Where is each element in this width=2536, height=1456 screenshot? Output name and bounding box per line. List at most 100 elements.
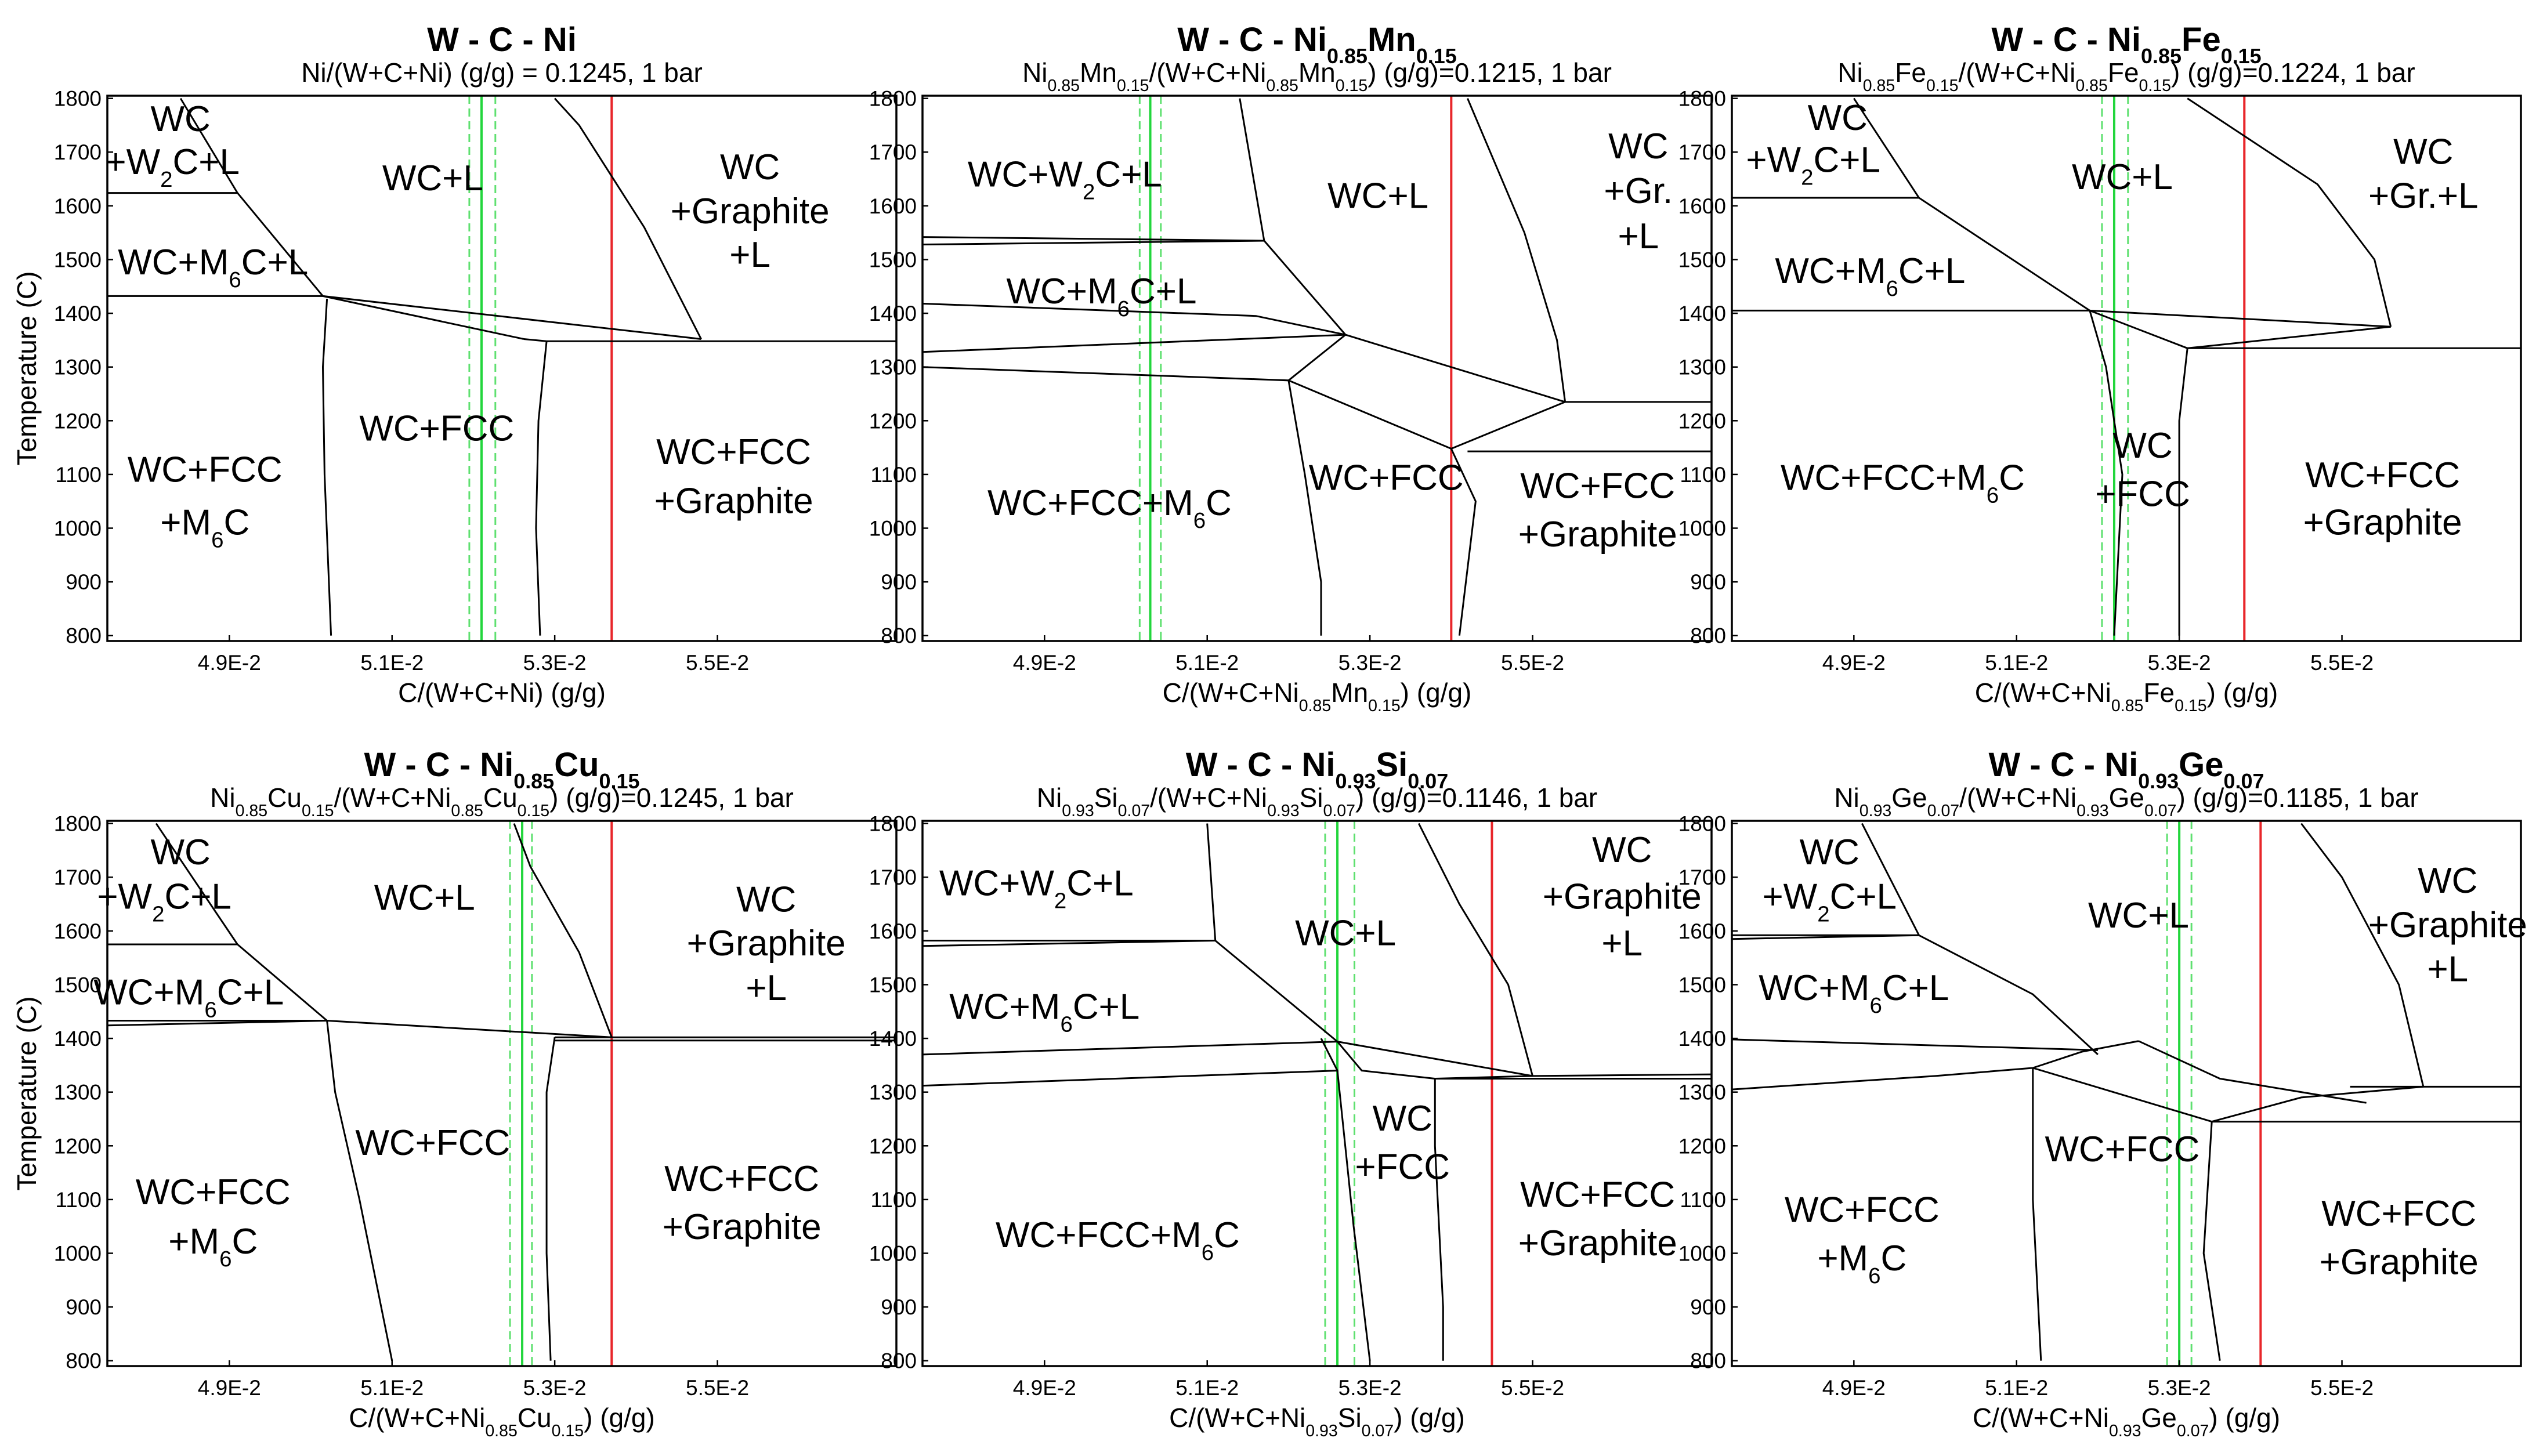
panel-title-part: 0.15 bbox=[599, 769, 640, 793]
y-tick-label: 1600 bbox=[869, 919, 917, 943]
phase-region-label-part: C+L bbox=[1073, 987, 1139, 1027]
phase-region-label: WC+W2C+L bbox=[939, 864, 1134, 914]
y-tick-label: 800 bbox=[1690, 1349, 1726, 1373]
phase-region-label: WC bbox=[1592, 830, 1652, 870]
phase-region-label-part: WC bbox=[2112, 426, 2172, 466]
panel-subtitle-part: /(W+C+Ni bbox=[1149, 57, 1266, 88]
x-axis-label: C/(W+C+Ni) (g/g) bbox=[398, 678, 606, 708]
phase-boundary bbox=[922, 1041, 1338, 1056]
phase-region-label-part: 6 bbox=[1868, 1263, 1880, 1288]
phase-region-label-part: +Graphite bbox=[1518, 515, 1677, 555]
phase-region-label: +L bbox=[2427, 950, 2468, 990]
y-tick-label: 1600 bbox=[869, 194, 917, 218]
panel-title-part: 0.93 bbox=[2138, 769, 2179, 793]
x-axis-label-part: Ge bbox=[2141, 1403, 2177, 1433]
phase-region-label: WC bbox=[151, 832, 211, 872]
phase-region-label: WC+FCC bbox=[136, 1172, 291, 1212]
phase-region-label: +L bbox=[729, 235, 770, 275]
x-axis-label: C/(W+C+Ni0.93Si0.07) (g/g) bbox=[1169, 1403, 1465, 1440]
panel-subtitle-part: 0.93 bbox=[1062, 802, 1094, 820]
panel-subtitle-part: Mn bbox=[1080, 57, 1117, 88]
panel-title-part: 0.85 bbox=[2141, 44, 2182, 68]
y-tick-label: 1300 bbox=[1678, 356, 1726, 379]
phase-region-label-part: C+L bbox=[1066, 864, 1133, 904]
phase-region-label-part: 6 bbox=[1060, 1012, 1072, 1037]
x-axis-label: C/(W+C+Ni0.85Fe0.15) (g/g) bbox=[1975, 678, 2278, 715]
x-axis-label-part: 0.15 bbox=[1368, 697, 1401, 715]
phase-region-label-part: 6 bbox=[1987, 483, 1999, 508]
phase-region-label-part: WC+FCC bbox=[128, 450, 283, 490]
x-axis-label-part: C/(W+C+Ni bbox=[349, 1403, 485, 1433]
phase-region-label-part: C+L bbox=[172, 142, 239, 182]
phase-region-label-part: 6 bbox=[1202, 1240, 1214, 1265]
phase-boundary bbox=[323, 295, 701, 340]
y-tick-label: 1700 bbox=[1678, 140, 1726, 164]
phase-region-label: WC+FCC bbox=[656, 432, 811, 472]
panel-title-part: 0.93 bbox=[1335, 769, 1376, 793]
y-tick-label: 1800 bbox=[1678, 87, 1726, 111]
phase-boundary bbox=[1450, 401, 1566, 450]
y-tick-label: 900 bbox=[1690, 570, 1726, 594]
panel-subtitle-part: 0.85 bbox=[236, 802, 268, 820]
phase-boundary bbox=[1732, 1067, 2033, 1091]
phase-region-label-part: +L bbox=[729, 235, 770, 275]
phase-boundary bbox=[523, 338, 547, 342]
panel-title-part: 0.85 bbox=[1327, 44, 1368, 68]
x-tick-label: 5.3E-2 bbox=[1338, 651, 1402, 675]
x-axis-label-part: 0.85 bbox=[485, 1422, 518, 1440]
phase-boundary bbox=[2187, 97, 2392, 327]
phase-boundary bbox=[237, 192, 324, 297]
phase-region-label-part: WC+FCC bbox=[1520, 1175, 1675, 1215]
panel-title-part: W - C - bbox=[1988, 746, 2104, 784]
phase-region-label-part: +FCC bbox=[2095, 474, 2190, 514]
x-tick-label: 5.1E-2 bbox=[1175, 1376, 1239, 1400]
phase-boundary bbox=[1732, 934, 1919, 940]
panel-title-part: 0.07 bbox=[2224, 769, 2264, 793]
panel-title-part: Ge bbox=[2179, 746, 2223, 784]
phase-boundary bbox=[327, 1020, 612, 1038]
phase-boundary bbox=[1345, 334, 1566, 403]
x-tick-label: 5.1E-2 bbox=[1985, 1376, 2048, 1400]
panel-title: W - C - Ni0.85Mn0.15 bbox=[1177, 21, 1456, 68]
phase-region-label-part: +Graphite bbox=[1543, 877, 1702, 917]
phase-region-label: WC bbox=[1373, 1099, 1432, 1139]
plot-frame bbox=[106, 820, 898, 1367]
panel-subtitle-part: 0.15 bbox=[1336, 77, 1368, 95]
y-tick-label: 1000 bbox=[54, 1242, 102, 1266]
phase-region-label-part: WC+L bbox=[2088, 896, 2189, 936]
phase-region-label-part: WC bbox=[1800, 832, 1860, 872]
y-tick-label: 1000 bbox=[1678, 1242, 1726, 1266]
phase-region-label-part: C+L bbox=[1830, 877, 1897, 917]
x-axis-label-part: ) (g/g) bbox=[2207, 678, 2278, 708]
phase-region-label-part: +Graphite bbox=[663, 1207, 822, 1247]
phase-region-label-part: C bbox=[1881, 1238, 1907, 1278]
phase-region-label-part: 6 bbox=[1886, 276, 1898, 300]
y-tick-label: 1500 bbox=[1678, 973, 1726, 997]
phase-region-label-part: +L bbox=[1601, 923, 1643, 964]
phase-boundary bbox=[155, 823, 238, 945]
phase-region-label: WC bbox=[736, 879, 796, 919]
panel-subtitle-part: Mn bbox=[1298, 57, 1336, 88]
phase-region-label: WC+M6C+L bbox=[93, 973, 284, 1023]
y-tick-label: 1200 bbox=[869, 1134, 917, 1158]
x-axis-label: C/(W+C+Ni0.93Ge0.07) (g/g) bbox=[1973, 1403, 2280, 1440]
phase-boundary bbox=[1336, 1041, 1435, 1080]
y-tick-label: 800 bbox=[66, 1349, 102, 1373]
phase-region-label: WC+FCC bbox=[359, 408, 514, 448]
phase-region-label-part: C+L bbox=[217, 973, 284, 1013]
phase-region-label-part: 2 bbox=[1054, 888, 1066, 913]
panel-title-part: Cu bbox=[554, 746, 599, 784]
phase-region-label: +W2C+L bbox=[105, 142, 240, 192]
phase-boundary bbox=[2032, 1068, 2042, 1361]
panel-title: W - C - Ni bbox=[427, 21, 577, 59]
phase-boundary bbox=[1732, 1038, 2098, 1051]
phase-boundary bbox=[2202, 1121, 2221, 1361]
phase-region-label: WC bbox=[1808, 98, 1868, 138]
phase-boundary bbox=[553, 97, 702, 340]
phase-boundary bbox=[1263, 240, 1347, 336]
phase-boundary bbox=[1918, 934, 2099, 1056]
panel-subtitle-part: Cu bbox=[483, 783, 518, 813]
phase-boundary bbox=[535, 341, 548, 636]
phase-boundary bbox=[1861, 823, 1920, 936]
panel-subtitle-part: 0.07 bbox=[1323, 802, 1355, 820]
